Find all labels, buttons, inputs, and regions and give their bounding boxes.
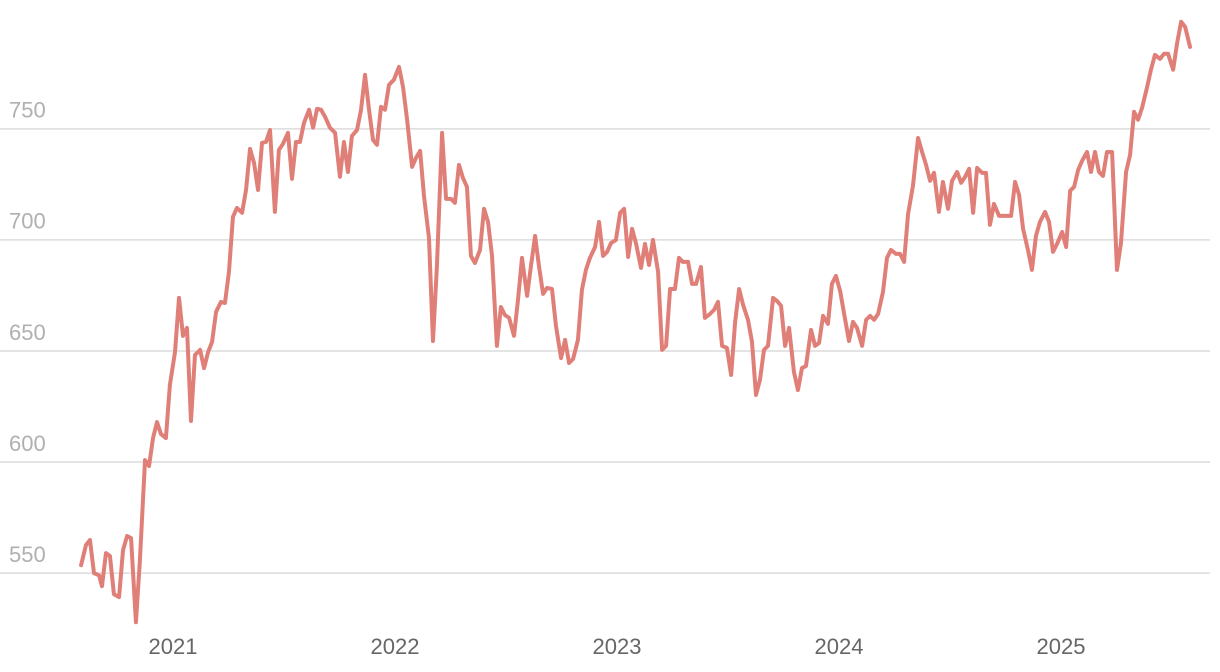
y-tick-label: 700 [9,209,46,234]
x-tick-label: 2022 [371,634,420,659]
y-tick-label: 650 [9,320,46,345]
x-tick-label: 2025 [1037,634,1086,659]
x-tick-label: 2023 [593,634,642,659]
y-tick-label: 550 [9,542,46,567]
y-tick-label: 600 [9,431,46,456]
x-tick-label: 2024 [815,634,864,659]
x-tick-label: 2021 [149,634,198,659]
data-line [79,19,1193,625]
y-tick-label: 750 [9,98,46,123]
